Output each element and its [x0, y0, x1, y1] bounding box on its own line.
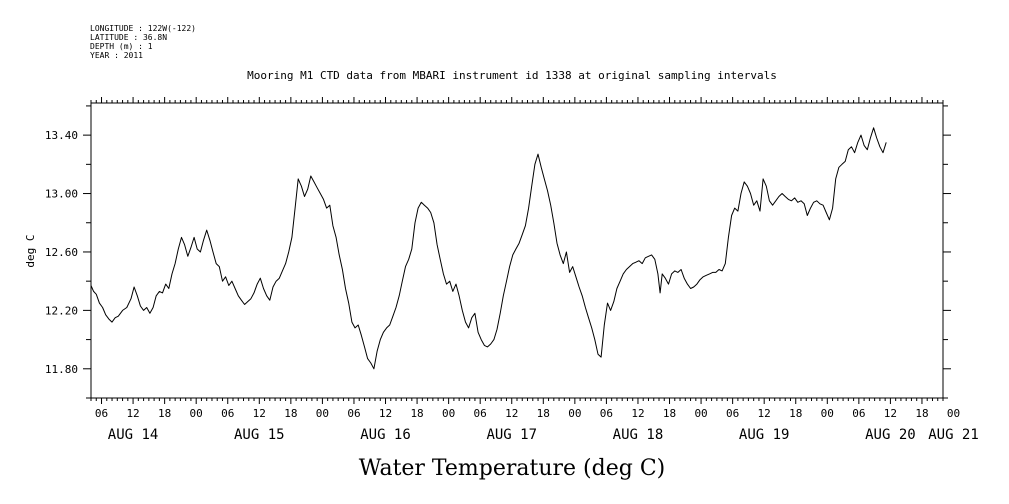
y-tick-label: 13.40: [45, 129, 78, 142]
x-tick-label: 06: [474, 407, 487, 420]
x-tick-label: 00: [568, 407, 581, 420]
x-tick-label: 00: [316, 407, 329, 420]
x-tick-labels: 06 12 18 00 06 12 18 00 06 12 18 00 06 12 18 00 06 12 18 00…: [95, 407, 960, 420]
x-tick-label: 12: [253, 407, 266, 420]
day-label: AUG 14: [108, 427, 159, 443]
x-tick-label: 06: [852, 407, 865, 420]
day-label: AUG 15: [234, 427, 285, 443]
tick-marks: [83, 97, 951, 404]
day-label: AUG 20: [865, 427, 916, 443]
day-label: AUG 19: [739, 427, 790, 443]
y-tick-label: 11.80: [45, 363, 78, 376]
x-tick-label: 00: [694, 407, 707, 420]
y-tick-labels: 11.80 12.20 12.60 13.00 13.40: [45, 129, 78, 376]
x-tick-label: 06: [347, 407, 360, 420]
day-label: AUG 16: [360, 427, 411, 443]
x-tick-label: 12: [505, 407, 518, 420]
x-tick-label: 00: [821, 407, 834, 420]
x-tick-label: 06: [726, 407, 739, 420]
metadata-block: LONGITUDE : 122W(-122) LATITUDE : 36.8N …: [90, 24, 196, 60]
day-labels: AUG 14 AUG 15 AUG 16 AUG 17 AUG 18 AUG 19 AUG …: [108, 427, 979, 443]
meta-latitude: LATITUDE : 36.8N: [90, 33, 167, 42]
chart-title: Mooring M1 CTD data from MBARI instrumen…: [247, 69, 777, 82]
meta-longitude: LONGITUDE : 122W(-122): [90, 24, 196, 33]
plot-frame: [90, 102, 944, 399]
x-tick-label: 18: [158, 407, 171, 420]
x-tick-label: 12: [758, 407, 771, 420]
meta-depth: DEPTH (m) : 1: [90, 42, 153, 51]
x-tick-label: 06: [221, 407, 234, 420]
day-label: AUG 21: [928, 427, 979, 443]
y-tick-label: 12.20: [45, 304, 78, 317]
x-tick-label: 18: [284, 407, 297, 420]
temperature-series-line: [90, 127, 887, 370]
y-axis-label: deg C: [24, 234, 37, 267]
x-tick-label: 18: [663, 407, 676, 420]
x-tick-label: 12: [631, 407, 644, 420]
x-tick-label: 12: [884, 407, 897, 420]
x-tick-label: 00: [442, 407, 455, 420]
x-tick-label: 06: [600, 407, 613, 420]
x-tick-label: 06: [95, 407, 108, 420]
day-label: AUG 18: [613, 427, 664, 443]
x-tick-label: 00: [190, 407, 203, 420]
x-axis-title: Water Temperature (deg C): [359, 456, 666, 481]
x-tick-label: 00: [947, 407, 960, 420]
x-tick-label: 12: [379, 407, 392, 420]
x-tick-label: 18: [789, 407, 802, 420]
y-tick-label: 13.00: [45, 188, 78, 201]
day-label: AUG 17: [486, 427, 537, 443]
y-tick-label: 12.60: [45, 246, 78, 259]
x-tick-label: 18: [410, 407, 423, 420]
x-tick-label: 18: [537, 407, 550, 420]
meta-year: YEAR : 2011: [90, 51, 143, 60]
x-tick-label: 18: [915, 407, 928, 420]
x-tick-label: 12: [126, 407, 139, 420]
